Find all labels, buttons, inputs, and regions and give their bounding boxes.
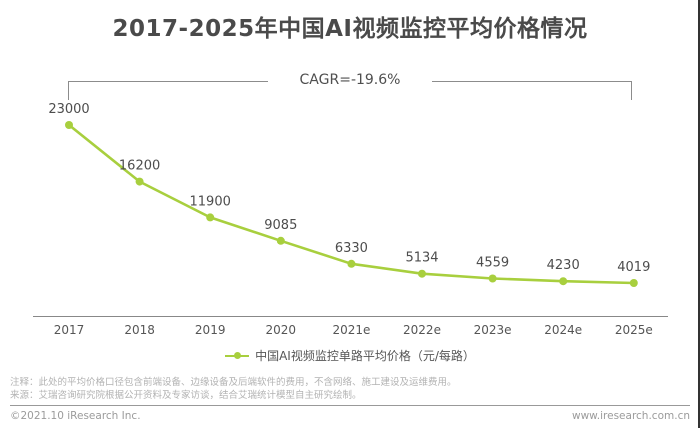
data-label-2017: 23000	[48, 102, 89, 117]
data-point-2022e	[418, 269, 426, 278]
data-label-2022e: 5134	[405, 251, 438, 266]
x-axis-label-2021e: 2021e	[332, 323, 370, 337]
data-label-2021e: 6330	[335, 241, 368, 256]
footer-copyright: ©2021.10 iResearch Inc.	[10, 410, 141, 422]
data-point-2018	[135, 177, 144, 186]
source-text: 来源：艾瑞咨询研究院根据公开资料及专家访谈，结合艾瑞统计模型自主研究绘制。	[10, 389, 362, 401]
notes-block: 注释：此处的平均价格口径包含前端设备、边缘设备及后端软件的费用，不含网络、施工建…	[10, 377, 457, 402]
data-label-2020: 9085	[264, 218, 297, 233]
data-label-2018: 16200	[119, 159, 160, 174]
legend: 中国AI视频监控单路平均价格（元/每路）	[0, 347, 700, 364]
x-axis-label-2024e: 2024e	[544, 323, 582, 337]
cagr-annotation: CAGR=-19.6%	[68, 72, 633, 100]
data-point-2023e	[488, 274, 497, 283]
right-edge-border	[698, 0, 700, 428]
x-axis-label-2022e: 2022e	[403, 323, 441, 337]
cagr-bracket-left	[68, 81, 268, 100]
data-label-2025e: 4019	[617, 260, 650, 275]
cagr-bracket-right	[432, 81, 633, 100]
footer: ©2021.10 iResearch Inc. www.iresearch.co…	[10, 410, 690, 422]
data-label-2019: 11900	[190, 194, 231, 209]
legend-dot	[233, 352, 241, 359]
data-point-2024e	[559, 277, 568, 286]
cagr-label: CAGR=-19.6%	[299, 72, 401, 88]
footer-website: www.iresearch.com.cn	[571, 410, 690, 422]
legend-label: 中国AI视频监控单路平均价格（元/每路）	[255, 349, 475, 363]
data-label-2023e: 4559	[476, 256, 509, 271]
data-label-2024e: 4230	[547, 258, 580, 273]
chart-title: 2017-2025年中国AI视频监控平均价格情况	[112, 16, 588, 42]
x-axis-label-2017: 2017	[54, 323, 85, 337]
x-axis-label-2018: 2018	[124, 323, 155, 337]
legend-line-marker-icon	[225, 352, 250, 360]
data-point-2021e	[347, 259, 356, 268]
data-point-2020	[276, 236, 285, 245]
footer-divider	[10, 405, 690, 406]
x-axis-label-2019: 2019	[195, 323, 226, 337]
data-point-2019	[206, 213, 215, 222]
data-point-2017	[65, 121, 73, 129]
note-text: 注释：此处的平均价格口径包含前端设备、边缘设备及后端软件的费用，不含网络、施工建…	[10, 377, 457, 388]
x-axis-label-2023e: 2023e	[474, 323, 512, 337]
x-axis-label-2020: 2020	[266, 323, 297, 337]
data-point-2025e	[629, 279, 638, 287]
x-axis-label-2025e: 2025e	[615, 323, 653, 337]
